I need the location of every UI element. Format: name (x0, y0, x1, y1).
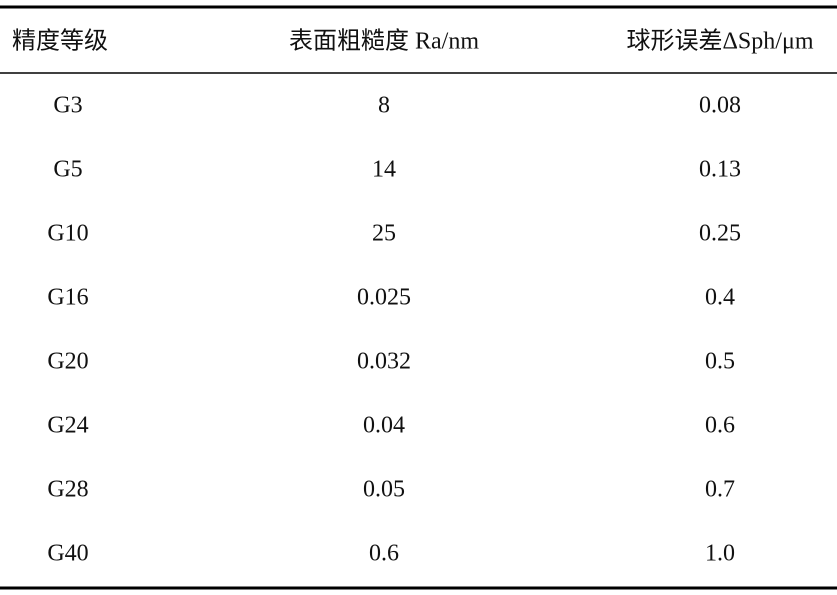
cell: 0.04 (363, 413, 405, 439)
cell: G16 (47, 285, 88, 311)
cell: 0.13 (699, 157, 741, 183)
cell: 8 (378, 93, 390, 119)
cell: 1.0 (705, 541, 735, 567)
cell: 0.4 (705, 285, 735, 311)
cell: 0.08 (699, 93, 741, 119)
cell: 0.6 (705, 413, 735, 439)
cell: G40 (47, 541, 88, 567)
cell: 0.5 (705, 349, 735, 375)
cell: G5 (53, 157, 82, 183)
header-cell: 精度等级 (12, 28, 108, 55)
cell: 0.025 (357, 285, 411, 311)
header-cell: 表面粗糙度 Ra/nm (289, 28, 479, 55)
cell: 0.05 (363, 477, 405, 503)
cell: G3 (53, 93, 82, 119)
header-cell: 球形误差ΔSph/μm (627, 28, 814, 55)
cell: 25 (372, 221, 396, 247)
cell: G10 (47, 221, 88, 247)
cell: 0.6 (369, 541, 399, 567)
cell: 0.7 (705, 477, 735, 503)
cell: 0.25 (699, 221, 741, 247)
cell: 14 (372, 157, 396, 183)
cell: G20 (47, 349, 88, 375)
cell: G24 (47, 413, 88, 439)
cell: G28 (47, 477, 88, 503)
cell: 0.032 (357, 349, 411, 375)
